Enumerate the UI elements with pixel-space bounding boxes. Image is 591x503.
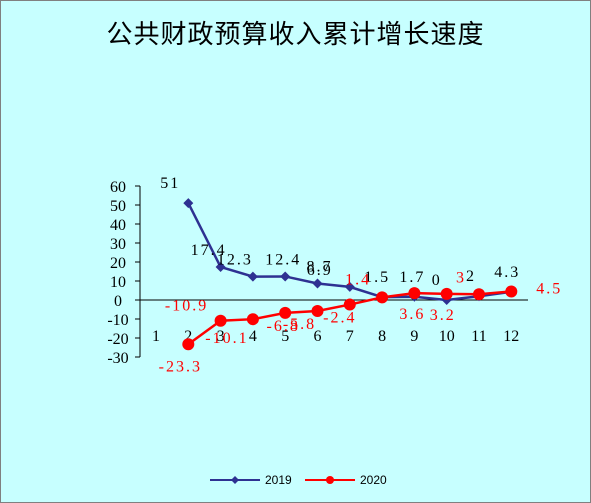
data-label: 17.4: [191, 242, 227, 259]
data-label: 3: [456, 269, 466, 286]
y-tick-label: 20: [110, 255, 126, 272]
data-point: [311, 305, 324, 318]
x-tick-label: 3: [217, 328, 225, 345]
data-label: 1.7: [399, 269, 425, 286]
data-point: [344, 281, 355, 292]
data-point: [247, 271, 258, 282]
data-point: [183, 198, 194, 209]
x-tick-label: 7: [346, 328, 354, 345]
x-tick-label: 8: [378, 328, 386, 345]
data-label: 4.3: [494, 264, 520, 281]
x-tick-label: 9: [410, 328, 418, 345]
y-tick-label: 0: [114, 293, 122, 310]
data-label: 8.7: [307, 258, 333, 275]
y-tick-label: -30: [107, 350, 128, 367]
data-point: [408, 287, 421, 300]
data-label: -2.4: [323, 310, 356, 327]
data-label: 51: [160, 175, 180, 192]
data-label: -10.9: [165, 298, 208, 315]
legend-marker-2019: [231, 476, 239, 484]
data-label: 0: [432, 272, 442, 289]
series-layer: [182, 198, 518, 351]
data-label: 6.9: [307, 262, 333, 279]
data-point: [312, 278, 323, 289]
data-label: 1.5: [364, 269, 390, 286]
x-tick-label: 4: [249, 328, 257, 345]
series-2020: [182, 285, 518, 351]
data-label: 1.4: [345, 271, 371, 288]
y-tick-label: 40: [110, 217, 126, 234]
data-point: [473, 288, 485, 301]
y-tick-label: 50: [110, 198, 126, 215]
data-label: -10.1: [205, 330, 248, 347]
x-tick-label: 5: [281, 328, 289, 345]
data-point: [215, 261, 226, 272]
data-label: -6.8: [267, 318, 300, 335]
x-tick-label: 6: [314, 328, 322, 345]
legend-label-2019: 2019: [265, 473, 292, 487]
data-label: 3.6: [399, 306, 425, 323]
x-tick-label: 2: [184, 328, 192, 345]
data-label: 2: [466, 268, 476, 285]
data-label: -5.8: [283, 316, 316, 333]
data-label: -23.3: [159, 358, 202, 375]
y-tick-label: 30: [110, 236, 126, 253]
data-label: 12.3: [217, 252, 253, 269]
legend-marker-2020: [326, 476, 334, 484]
legend: 2019 2020: [210, 473, 387, 487]
data-label: 12.4: [265, 251, 301, 268]
data-point: [280, 271, 291, 282]
data-point: [440, 287, 453, 300]
x-tick-label: 12: [503, 328, 519, 345]
x-tick-label: 1: [152, 328, 160, 345]
data-point: [505, 285, 518, 298]
data-point: [279, 306, 292, 319]
data-point: [214, 314, 227, 327]
data-point: [376, 291, 389, 304]
chart-title: 公共财政预算收入累计增长速度: [106, 20, 485, 50]
x-tick-label: 11: [471, 328, 486, 345]
x-tick-label: 10: [439, 328, 455, 345]
y-tick-label: 60: [110, 179, 126, 196]
data-point: [182, 338, 195, 351]
data-label: 3.2: [430, 307, 456, 324]
y-tick-label: -20: [107, 331, 128, 348]
y-tick-label: 10: [110, 274, 126, 291]
data-label: 4.5: [536, 280, 562, 297]
y-tick-label: -10: [107, 312, 128, 329]
legend-label-2020: 2020: [360, 473, 387, 487]
data-point: [343, 298, 356, 311]
data-point: [246, 313, 259, 326]
